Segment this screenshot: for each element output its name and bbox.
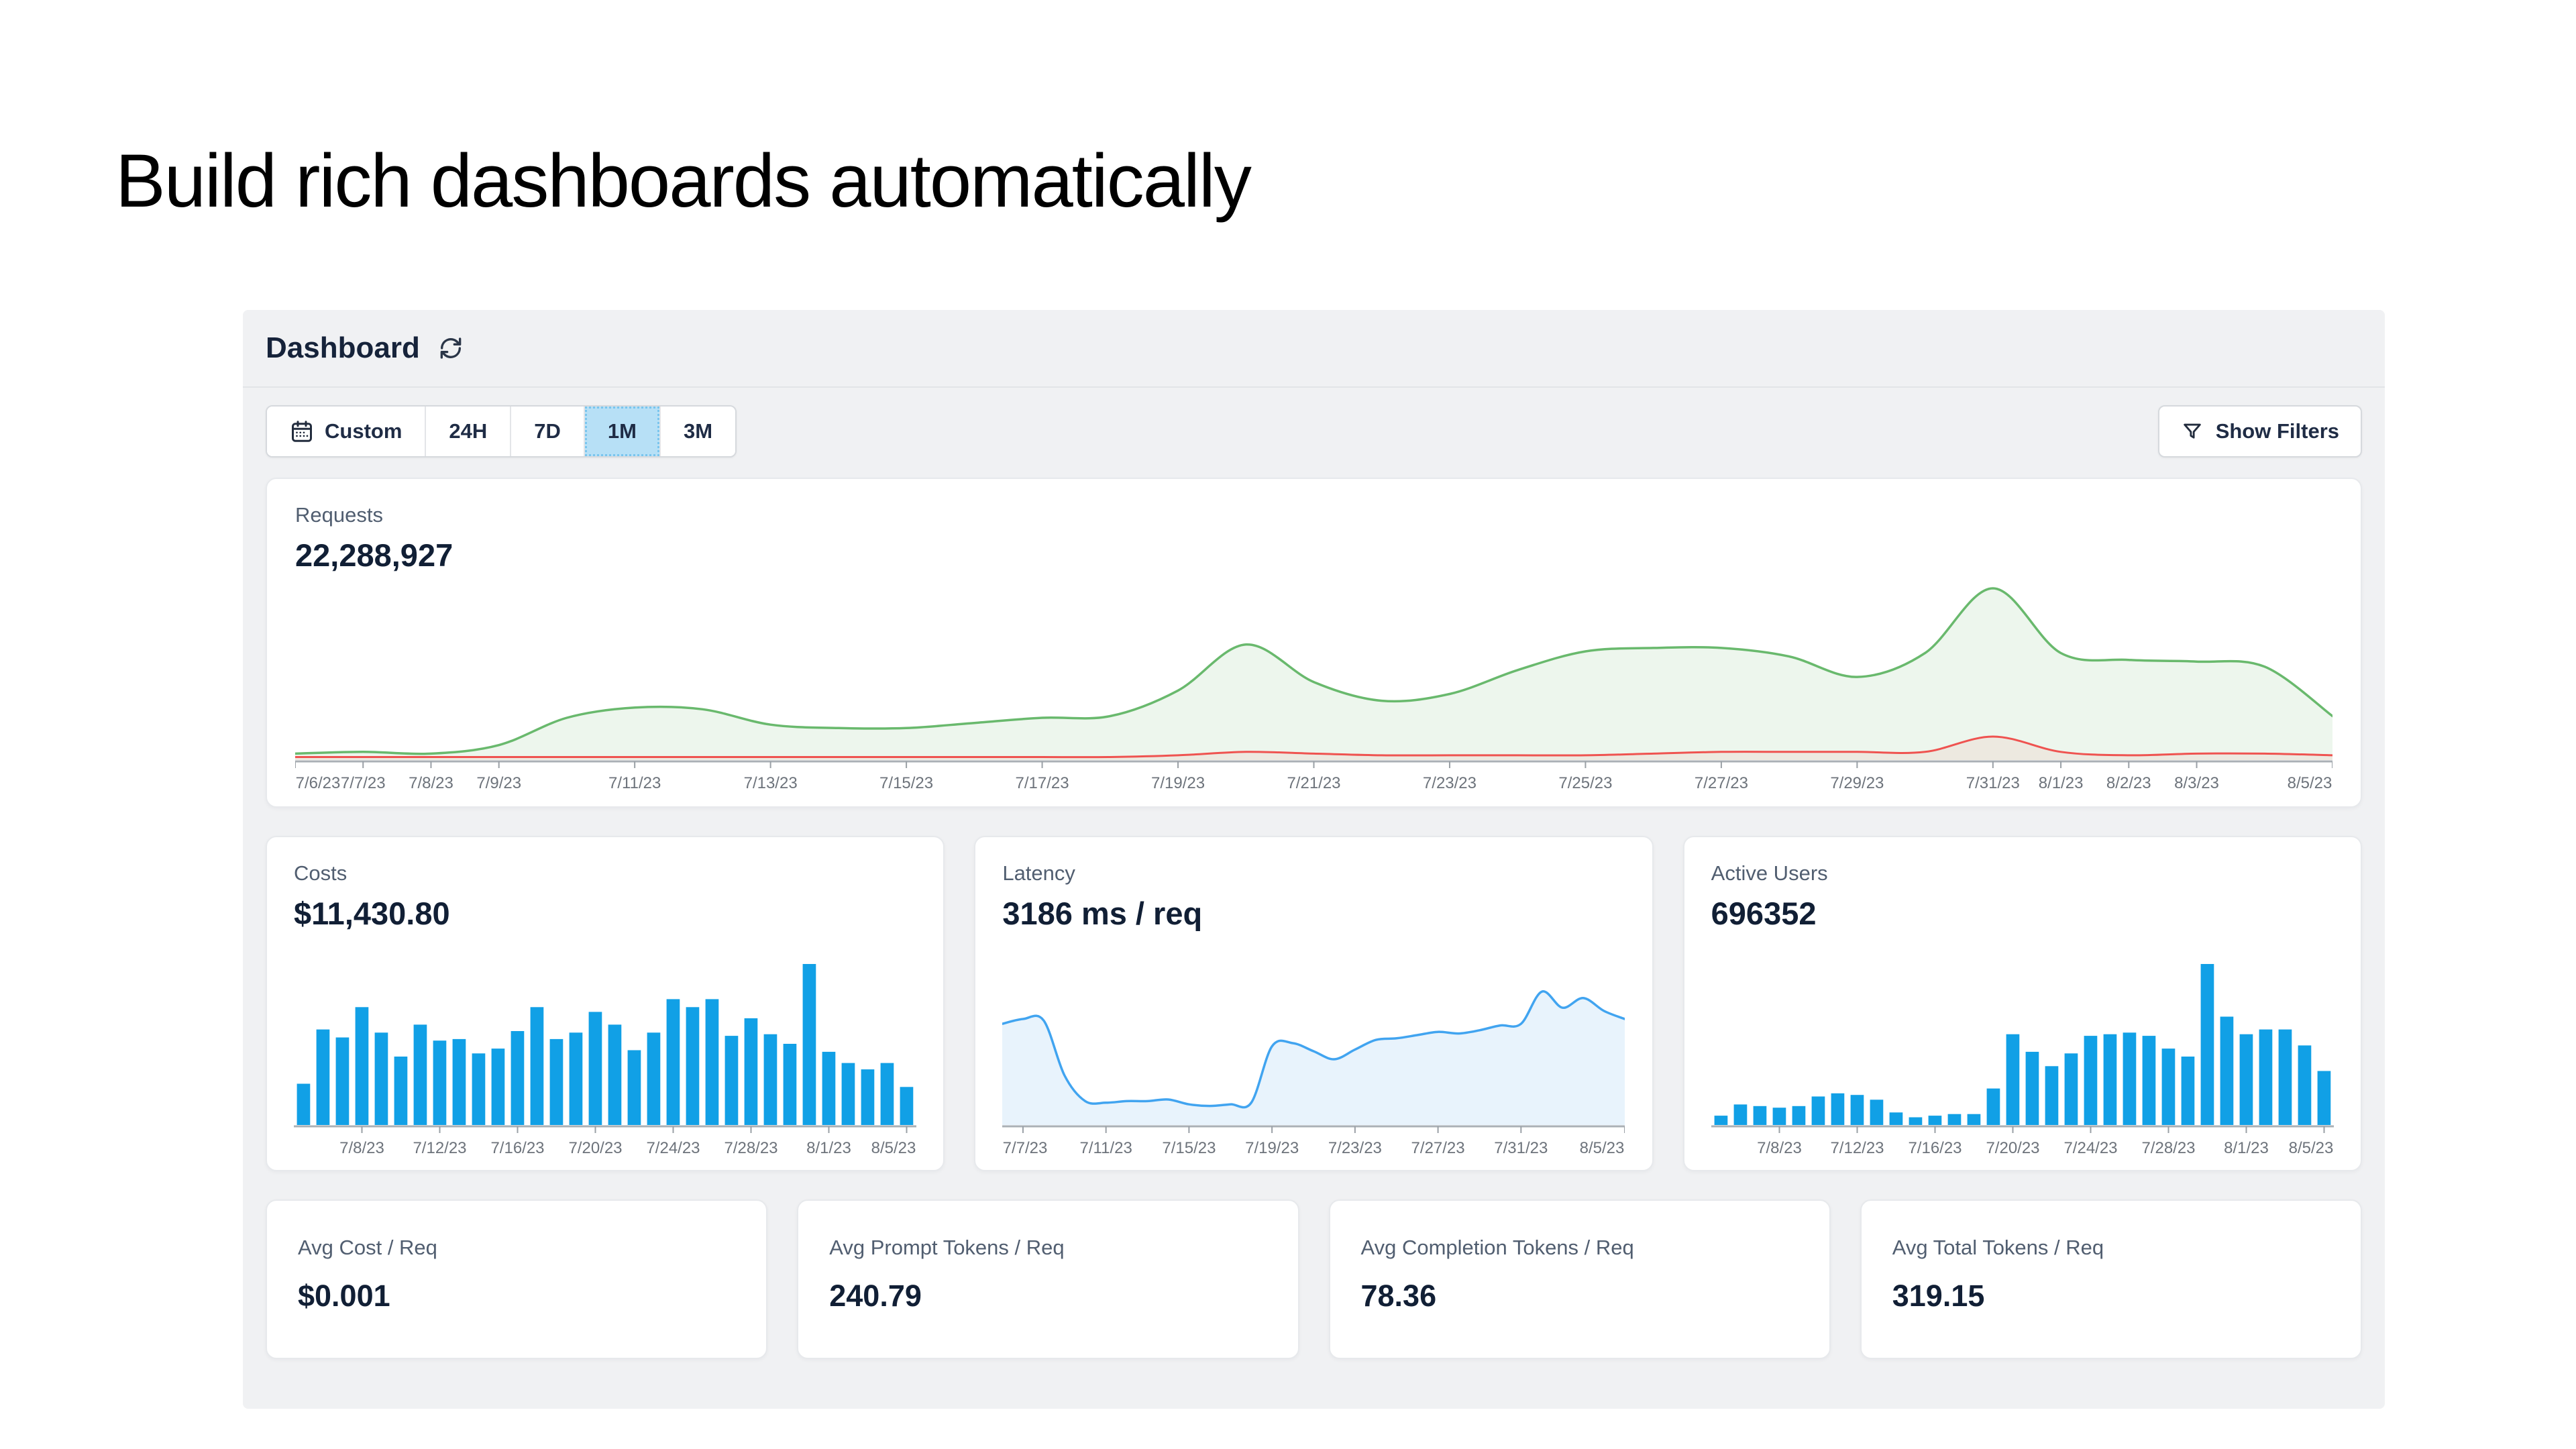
page-title: Build rich dashboards automatically: [115, 139, 1252, 223]
show-filters-button[interactable]: Show Filters: [2157, 405, 2362, 458]
active-users-label: Active Users: [1711, 861, 1828, 885]
active-users-card: Active Users 696352 7/8/23 7/12/23 7/16/23…: [1682, 836, 2362, 1171]
time-range-custom-label: Custom: [325, 419, 402, 443]
svg-text:7/12/23: 7/12/23: [1830, 1139, 1884, 1157]
svg-text:8/5/23: 8/5/23: [2288, 1139, 2333, 1157]
svg-text:7/17/23: 7/17/23: [1016, 774, 1069, 792]
requests-chart: 7/6/23 7/7/23 7/8/23 7/9/23 7/11/23 7/13/23 7/…: [294, 582, 2334, 796]
refresh-button[interactable]: [437, 335, 464, 362]
avg-prompt-tokens-label: Avg Prompt Tokens / Req: [829, 1236, 1065, 1259]
svg-text:7/23/23: 7/23/23: [1328, 1139, 1382, 1157]
svg-text:7/8/23: 7/8/23: [409, 774, 453, 792]
svg-text:7/20/23: 7/20/23: [568, 1139, 622, 1157]
svg-text:8/1/23: 8/1/23: [2039, 774, 2084, 792]
metrics-row: Costs $11,430.80 7/8/23 7/12/23 7/16/23 7/2…: [266, 836, 2362, 1171]
svg-text:7/19/23: 7/19/23: [1245, 1139, 1299, 1157]
time-range-7d-button[interactable]: 7D: [511, 407, 584, 456]
segment-divider: [510, 407, 512, 456]
svg-text:7/31/23: 7/31/23: [1966, 774, 2020, 792]
time-range-custom-button[interactable]: Custom: [267, 407, 425, 456]
svg-text:7/19/23: 7/19/23: [1151, 774, 1205, 792]
svg-text:7/7/23: 7/7/23: [1003, 1139, 1048, 1157]
svg-text:8/5/23: 8/5/23: [871, 1139, 916, 1157]
avg-completion-tokens-label: Avg Completion Tokens / Req: [1360, 1236, 1634, 1259]
avg-cost-card: Avg Cost / Req $0.001: [266, 1199, 768, 1359]
avg-cost-value: $0.001: [298, 1279, 390, 1313]
toolbar: Custom 24H 7D 1M 3M Show Filters: [266, 405, 2362, 458]
time-range-24h-button[interactable]: 24H: [426, 407, 511, 456]
svg-text:7/24/23: 7/24/23: [2063, 1139, 2117, 1157]
refresh-icon: [440, 337, 462, 359]
costs-label: Costs: [294, 861, 347, 885]
svg-text:8/5/23: 8/5/23: [2288, 774, 2332, 792]
avg-total-tokens-value: 319.15: [1892, 1279, 1985, 1313]
svg-text:7/25/23: 7/25/23: [1558, 774, 1612, 792]
svg-text:7/16/23: 7/16/23: [490, 1139, 544, 1157]
svg-text:7/8/23: 7/8/23: [339, 1139, 384, 1157]
dashboard-header: Dashboard: [243, 310, 2385, 388]
averages-row: Avg Cost / Req $0.001 Avg Prompt Tokens …: [266, 1199, 2362, 1359]
svg-text:7/15/23: 7/15/23: [879, 774, 933, 792]
calendar-icon: [292, 421, 312, 442]
svg-text:7/31/23: 7/31/23: [1495, 1139, 1548, 1157]
svg-text:8/1/23: 8/1/23: [806, 1139, 851, 1157]
active-users-chart: 7/8/23 7/12/23 7/16/23 7/20/23 7/24/23 7/28/2…: [1711, 957, 2334, 1161]
svg-text:7/15/23: 7/15/23: [1163, 1139, 1216, 1157]
svg-text:7/13/23: 7/13/23: [744, 774, 798, 792]
svg-text:7/11/23: 7/11/23: [608, 774, 661, 792]
svg-text:8/3/23: 8/3/23: [2174, 774, 2219, 792]
svg-text:7/24/23: 7/24/23: [646, 1139, 700, 1157]
requests-card: Requests 22,288,927 7/6/23 7/7/23 7/8/23 7/…: [266, 478, 2362, 808]
time-range-segmented-control: Custom 24H 7D 1M 3M: [266, 405, 737, 458]
costs-chart: 7/8/23 7/12/23 7/16/23 7/20/23 7/24/23 7/28/2…: [294, 957, 916, 1161]
costs-card: Costs $11,430.80 7/8/23 7/12/23 7/16/23 7/2…: [266, 836, 945, 1171]
segment-divider: [659, 407, 661, 456]
svg-text:7/12/23: 7/12/23: [413, 1139, 466, 1157]
costs-value: $11,430.80: [294, 896, 450, 931]
requests-label: Requests: [295, 503, 383, 527]
avg-completion-tokens-value: 78.36: [1360, 1279, 1437, 1313]
svg-text:7/11/23: 7/11/23: [1080, 1139, 1132, 1157]
requests-value: 22,288,927: [295, 537, 453, 573]
avg-cost-label: Avg Cost / Req: [298, 1236, 437, 1259]
svg-text:7/28/23: 7/28/23: [2141, 1139, 2195, 1157]
svg-text:7/8/23: 7/8/23: [1757, 1139, 1802, 1157]
filter-funnel-icon: [2183, 423, 2201, 439]
latency-chart: 7/7/23 7/11/23 7/15/23 7/19/23 7/23/23 7/27/2…: [1001, 956, 1627, 1161]
active-users-value: 696352: [1711, 896, 1817, 931]
svg-text:7/21/23: 7/21/23: [1287, 774, 1340, 792]
svg-text:7/23/23: 7/23/23: [1423, 774, 1477, 792]
svg-text:7/9/23: 7/9/23: [476, 774, 521, 792]
time-range-3m-button[interactable]: 3M: [660, 407, 736, 456]
svg-text:7/6/23: 7/6/23: [296, 774, 341, 792]
segment-divider: [425, 407, 427, 456]
avg-prompt-tokens-card: Avg Prompt Tokens / Req 240.79: [797, 1199, 1299, 1359]
latency-value: 3186 ms / req: [1002, 896, 1203, 931]
dashboard-panel: Dashboard Custom 2: [243, 310, 2385, 1409]
latency-card: Latency 3186 ms / req 7/7/23 7/11/23 7/15/…: [974, 836, 1654, 1171]
dashboard-title: Dashboard: [266, 331, 420, 364]
svg-text:8/5/23: 8/5/23: [1580, 1139, 1625, 1157]
svg-text:7/7/23: 7/7/23: [341, 774, 386, 792]
segment-divider: [583, 407, 585, 456]
show-filters-label: Show Filters: [2215, 419, 2339, 443]
latency-label: Latency: [1002, 861, 1075, 885]
svg-text:7/20/23: 7/20/23: [1986, 1139, 2039, 1157]
time-range-1m-button-selected[interactable]: 1M: [584, 407, 659, 456]
svg-text:7/28/23: 7/28/23: [724, 1139, 777, 1157]
svg-text:7/27/23: 7/27/23: [1695, 774, 1748, 792]
svg-text:8/2/23: 8/2/23: [2106, 774, 2151, 792]
avg-completion-tokens-card: Avg Completion Tokens / Req 78.36: [1328, 1199, 1831, 1359]
avg-prompt-tokens-value: 240.79: [829, 1279, 922, 1313]
svg-text:8/1/23: 8/1/23: [2224, 1139, 2269, 1157]
svg-text:7/29/23: 7/29/23: [1830, 774, 1884, 792]
svg-text:7/16/23: 7/16/23: [1908, 1139, 1962, 1157]
svg-text:7/27/23: 7/27/23: [1411, 1139, 1465, 1157]
avg-total-tokens-label: Avg Total Tokens / Req: [1892, 1236, 2104, 1259]
avg-total-tokens-card: Avg Total Tokens / Req 319.15: [1860, 1199, 2362, 1359]
